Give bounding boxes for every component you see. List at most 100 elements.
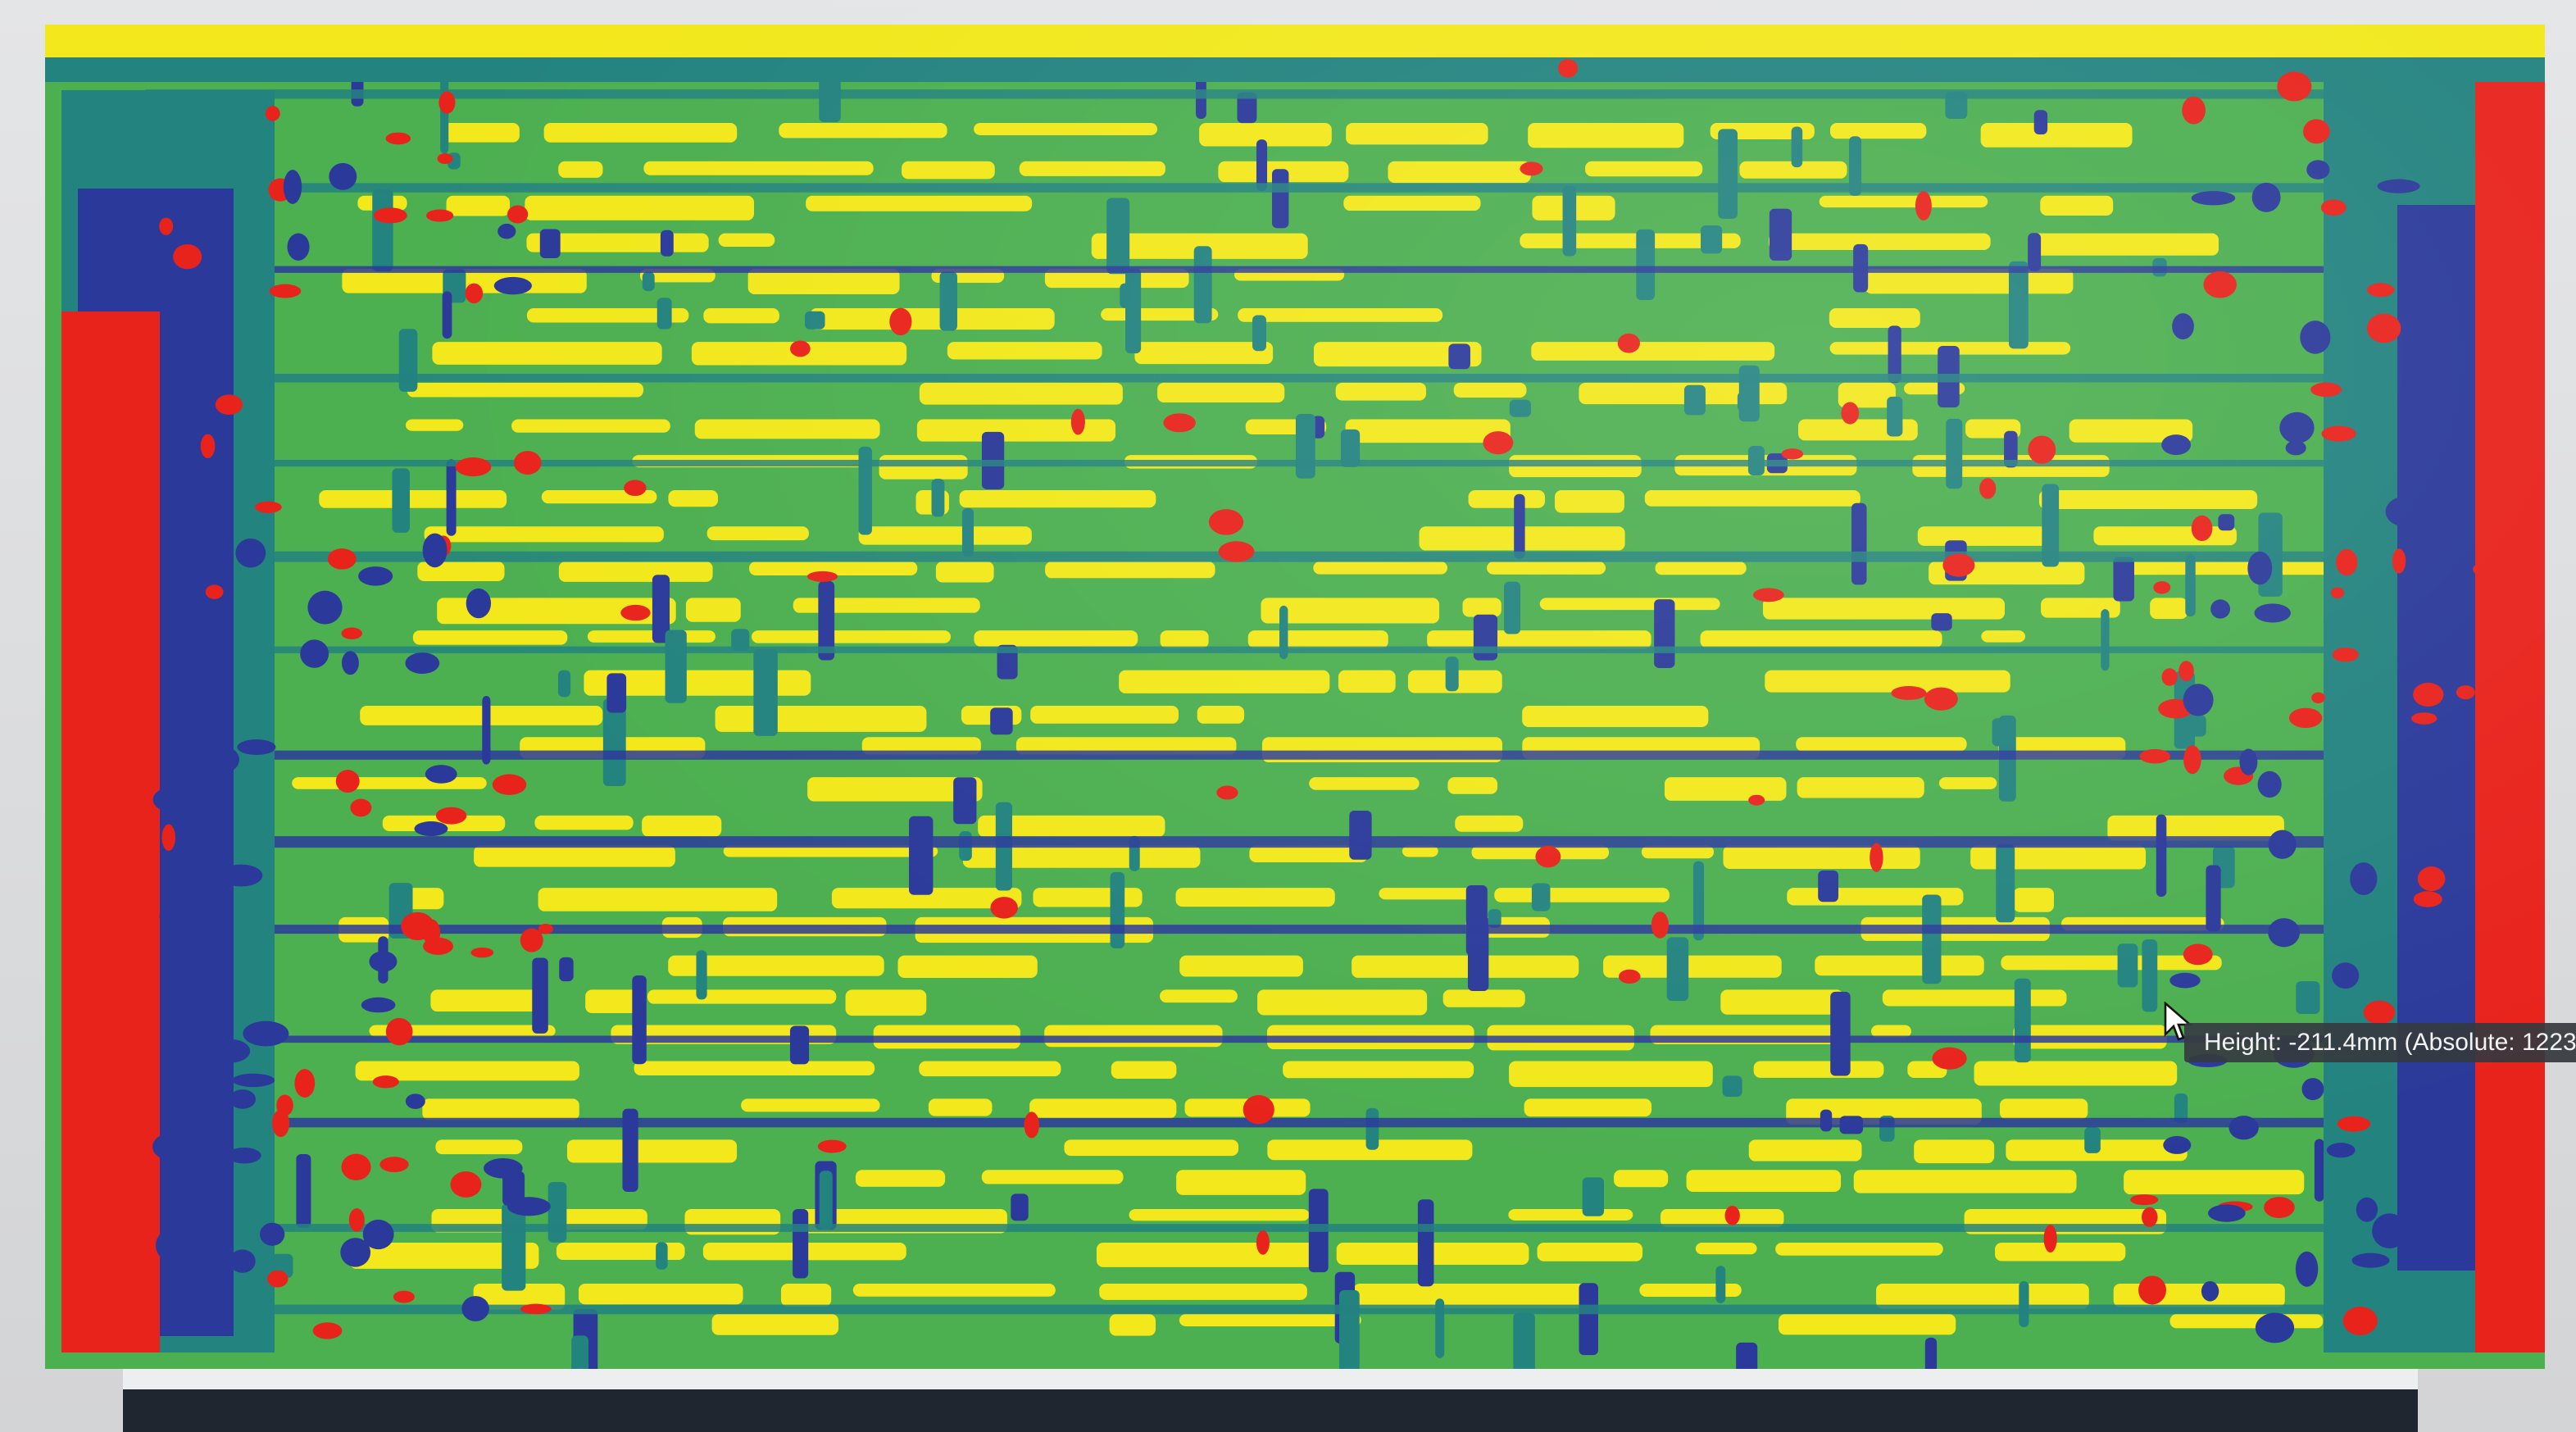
heightmap-band-highest [981, 1170, 1124, 1184]
heightmap-band-highest [1029, 1098, 1177, 1119]
heightmap-streak [571, 1335, 588, 1369]
heightmap-band-highest [1531, 342, 1775, 361]
heightmap-spot-low [161, 445, 196, 476]
heightmap-band-highest [474, 845, 675, 867]
heightmap-streak [446, 459, 457, 536]
heightmap-band-highest [2029, 233, 2219, 256]
heightmap-spot-low [2295, 1251, 2319, 1287]
heightmap-streak [1715, 1266, 1726, 1303]
heightmap-band-highest [1111, 1061, 1177, 1079]
heightmap-band-highest [1353, 1283, 1588, 1308]
heightmap-band-highest [685, 598, 741, 622]
heightmap-streak [1992, 718, 2008, 747]
heightmap-spot-lowest [379, 1157, 409, 1173]
heightmap-band-highest [1427, 630, 1651, 649]
heightmap-band-highest [1748, 1139, 1862, 1162]
heightmap-spot-lowest [2413, 891, 2442, 907]
heightmap-spot-lowest [423, 937, 454, 955]
heightmap-band-highest [1641, 845, 1715, 859]
heightmap-spot-low [2161, 434, 2192, 456]
heightmap-spot-low [2306, 160, 2330, 180]
heightmap-canvas[interactable] [45, 25, 2545, 1369]
heightmap-band-highest [526, 308, 689, 323]
heightmap-spot-lowest [401, 911, 434, 941]
heightmap-band-highest [558, 561, 713, 582]
heightmap-spot-lowest [425, 209, 454, 222]
heightmap-streak [1924, 1337, 1938, 1369]
heightmap-band-highest [1981, 630, 2026, 643]
heightmap-spot-low [2441, 210, 2475, 230]
heightmap-band-highest [1283, 1061, 1474, 1079]
heightmap-streak [1851, 502, 1867, 585]
heightmap-spot-lowest [2342, 1307, 2378, 1335]
heightmap-spot-lowest [2337, 1116, 2371, 1132]
heightmap-streak [392, 468, 410, 533]
heightmap-band-highest [1335, 382, 1427, 401]
heightmap-band-highest [1995, 1242, 2126, 1262]
heightmap-band-highest [741, 1098, 880, 1112]
heightmap-streak [2142, 939, 2158, 1012]
heightmap-streak [2174, 1093, 2188, 1124]
heightmap-spot-lowest [372, 1075, 399, 1089]
heightmap-spot-low [484, 1157, 523, 1179]
heightmap-streak [652, 575, 670, 643]
heightmap-band-highest [1537, 1242, 1643, 1262]
heightmap-band-highest [1096, 1242, 1328, 1267]
heightmap-spot-low [493, 276, 532, 295]
heightmap-spot-lowest [2288, 707, 2323, 729]
heightmap-streak [1252, 315, 1266, 352]
heightmap-band-highest [1091, 233, 1308, 259]
heightmap-spot-lowest [269, 284, 302, 298]
heightmap-streak [1922, 894, 1942, 984]
heightmap-band-highest [2040, 195, 2114, 216]
heightmap-spot-lowest [1870, 843, 1883, 872]
heightmap-band-highest [1603, 955, 1782, 978]
heightmap-spot-low [155, 1229, 189, 1262]
heightmap-streak [1473, 614, 1498, 661]
heightmap-streak [1818, 870, 1839, 902]
heightmap-band-highest [1664, 777, 1787, 801]
heightmap-spot-lowest [2473, 563, 2488, 575]
heightmap-right-lowest [2475, 74, 2545, 1352]
heightmap-spot-lowest [514, 451, 542, 475]
heightmap-spot-lowest [312, 1322, 343, 1339]
heightmap-band-highest [858, 526, 1032, 545]
heightmap-band-highest [780, 1283, 832, 1307]
heightmap-band-highest [446, 195, 511, 216]
heightmap-band-highest [1871, 1025, 1911, 1038]
heightmap-band-highest [355, 1061, 579, 1081]
heightmap-band-highest [1197, 705, 1245, 724]
heightmap-band-highest [749, 561, 918, 575]
heightmap-spot-lowest [205, 584, 224, 599]
heightmap-spot-lowest [2028, 435, 2056, 464]
heightmap-band-highest [525, 195, 755, 220]
heightmap-spot-lowest [1942, 553, 1975, 577]
heightmap-spot-low [461, 1296, 489, 1322]
heightmap-band-highest [852, 1283, 1056, 1297]
heightmap-band-highest [1044, 268, 1189, 289]
heightmap-band-highest [1487, 561, 1606, 575]
heightmap-spot-lowest [2320, 199, 2347, 216]
heightmap-streak [1718, 129, 1738, 219]
heightmap-band-highest [1980, 123, 2133, 148]
heightmap-band-highest [1508, 1208, 1633, 1221]
heightmap-spot-low [497, 223, 516, 239]
heightmap-ridge [143, 925, 2438, 934]
heightmap-streak [602, 698, 626, 787]
heightmap-ridge [143, 374, 2438, 383]
heightmap-band-highest [916, 419, 1116, 442]
heightmap-streak [2019, 1280, 2029, 1328]
heightmap-band-highest [861, 737, 981, 755]
heightmap-band-highest [634, 1061, 875, 1075]
heightmap-band-highest [1494, 888, 1670, 902]
heightmap-spot-low [422, 533, 448, 568]
heightmap-spot-lowest [2043, 1225, 2057, 1253]
heightmap-spot-low [237, 739, 276, 756]
heightmap-band-highest [432, 342, 662, 365]
heightmap-streak [502, 1203, 526, 1291]
heightmap-spot-low [414, 821, 448, 837]
heightmap-streak [1125, 268, 1142, 354]
heightmap-spot-lowest [2130, 1194, 2159, 1206]
heightmap-spot-low [211, 1039, 251, 1063]
heightmap-spot-low [466, 588, 492, 619]
